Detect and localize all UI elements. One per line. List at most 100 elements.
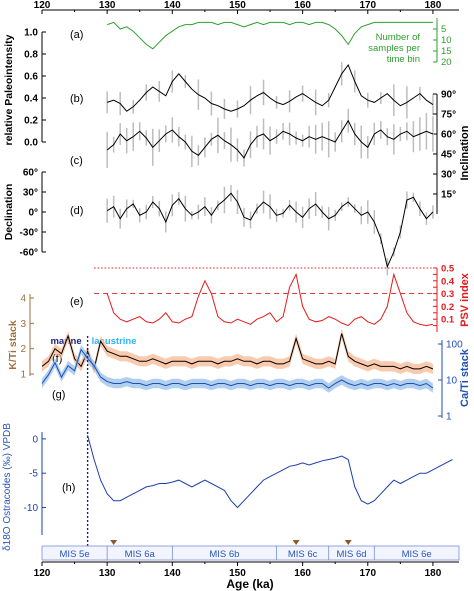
samples-tick-label: 15 — [441, 46, 452, 57]
declination-tick-label: 0° — [28, 208, 38, 219]
kti-y-axis: 1 2 3 4 K/Ti stack — [7, 294, 34, 381]
cati-y-axis: 1 10 100 Ca/Ti stack — [438, 340, 471, 423]
mis-stage-bar: MIS 5e MIS 6a MIS 6b MIS 6c MIS 6d MIS 6e — [41, 540, 460, 561]
panel-letter-c: (c) — [70, 155, 83, 167]
inclination-tick-label: 30° — [441, 170, 456, 181]
paleointensity-series-line — [107, 63, 434, 112]
bottom-x-tick-label: 140 — [164, 568, 181, 579]
mis-triangle-marker — [110, 540, 118, 545]
mis-triangle-marker — [292, 540, 300, 545]
kti-tick-label: 3 — [20, 319, 26, 330]
paleointensity-tick-label: 0.4 — [24, 94, 38, 105]
top-x-tick-label: 170 — [359, 0, 376, 11]
declination-raw-data — [106, 185, 434, 276]
kti-axis-label: K/Ti stack — [7, 320, 19, 370]
mis-triangle-marker — [344, 540, 352, 545]
paleointensity-y-axis: 0.0 0.2 0.4 0.6 0.8 1.0 relative Paleointensi… — [3, 28, 46, 149]
paleointensity-tick-label: 1.0 — [24, 28, 38, 39]
d18o-tick-label: -10 — [24, 503, 39, 514]
kti-tick-label: 1 — [20, 370, 26, 381]
inclination-series-line — [106, 119, 434, 159]
paleointensity-raw-data — [106, 62, 434, 120]
kti-tick-label: 4 — [20, 294, 26, 305]
panel-letter-a: (a) — [70, 29, 83, 41]
panel-letter-h: (h) — [62, 482, 75, 494]
samples-note-line-2: samples per — [368, 43, 420, 54]
mis-stage-label: MIS 6c — [288, 549, 318, 560]
inclination-y-axis: 15° 30° 45° 60° 75° 90° Inclination — [433, 90, 471, 214]
declination-tick-label: -30° — [20, 228, 38, 239]
mis-stage-label: MIS 6a — [125, 549, 156, 560]
paleointensity-tick-label: 0.6 — [24, 72, 38, 83]
bottom-x-tick-label: 150 — [229, 568, 246, 579]
samples-note-line-3: time bin — [387, 54, 420, 65]
paleointensity-axis-label: relative Paleointensity — [3, 34, 15, 145]
inclination-tick-label: 60° — [441, 130, 456, 141]
declination-axis-label: Declination — [3, 184, 15, 241]
paleointensity-tick-label: 0.8 — [24, 50, 38, 61]
mis-stage-label: MIS 5e — [60, 549, 90, 560]
bottom-x-tick-label: 170 — [359, 568, 376, 579]
panel-letter-f: (f) — [52, 353, 62, 365]
mis-stage-label: MIS 6d — [336, 549, 366, 560]
panel-letter-d: (d) — [70, 205, 83, 217]
cati-series-line — [41, 348, 434, 389]
psv-tick-label: 0.5 — [441, 264, 455, 275]
panel-letter-g: (g) — [52, 389, 65, 401]
panel-letter-b: (b) — [70, 93, 83, 105]
psv-axis-label: PSV index — [459, 272, 471, 327]
samples-series-line — [107, 21, 433, 50]
psv-y-axis: 0.1 0.2 0.3 0.40.5 PSV index — [433, 264, 471, 332]
top-x-tick-label: 180 — [425, 0, 442, 11]
inclination-tick-label: 75° — [441, 110, 456, 121]
top-x-tick-label: 150 — [229, 0, 246, 11]
d18o-series-line — [87, 435, 453, 509]
psv-tick-label: 0.4 — [441, 276, 455, 287]
top-x-tick-label: 130 — [99, 0, 116, 11]
inclination-raw-data — [106, 108, 434, 169]
declination-tick-label: -60° — [20, 248, 38, 259]
top-x-tick-label: 160 — [294, 0, 311, 11]
cati-tick-label: 1 — [446, 412, 452, 423]
declination-series-line — [106, 192, 434, 269]
mis-stage-label: MIS 6e — [402, 549, 432, 560]
paleointensity-tick-label: 0.2 — [24, 116, 38, 127]
d18o-y-axis: -10 -5 0 δ18O Ostracodes (‰) VPDB — [2, 423, 46, 551]
d18o-tick-label: 0 — [32, 434, 38, 445]
paleointensity-tick-label: 0.0 — [24, 138, 38, 149]
bottom-x-tick-label: 180 — [425, 568, 442, 579]
bottom-x-tick-label: 160 — [294, 568, 311, 579]
psv-tick-label: 0.1 — [441, 315, 455, 326]
d18o-tick-label: -5 — [29, 469, 38, 480]
inclination-tick-label: 45° — [441, 150, 456, 161]
psv-tick-label: 0.2 — [441, 302, 454, 313]
inclination-tick-label: 15° — [441, 190, 456, 201]
samples-tick-label: 10 — [441, 35, 452, 46]
bottom-x-tick-label: 120 — [34, 568, 51, 579]
psv-series-line — [106, 272, 433, 327]
top-x-tick-label: 120 — [34, 0, 51, 11]
psv-reference-lines — [94, 267, 437, 295]
d18o-axis-label: δ18O Ostracodes (‰) VPDB — [2, 423, 13, 551]
cati-tick-label: 100 — [446, 340, 463, 351]
bottom-x-tick-label: 130 — [99, 568, 116, 579]
x-axis-label: Age (ka) — [226, 577, 273, 591]
kti-series-line — [41, 333, 434, 371]
kti-tick-label: 2 — [20, 344, 26, 355]
declination-tick-label: 30° — [23, 188, 38, 199]
inclination-axis-label: Inclination — [459, 125, 471, 180]
declination-y-axis: -60° -30° 0° 30° 60° Declination — [3, 168, 46, 259]
mis-stage-label: MIS 6b — [209, 549, 239, 560]
panel-letter-e: (e) — [70, 296, 83, 308]
samples-tick-label: 20 — [441, 57, 452, 68]
declination-tick-label: 60° — [23, 168, 38, 179]
top-x-tick-label: 140 — [164, 0, 181, 11]
samples-note-line-1: Number of — [376, 32, 421, 43]
cati-uncertainty-band — [42, 344, 433, 393]
inclination-tick-label: 90° — [441, 90, 456, 101]
lacustrine-label: lacustrine — [92, 336, 137, 347]
cati-axis-label: Ca/Ti stack — [459, 348, 471, 407]
